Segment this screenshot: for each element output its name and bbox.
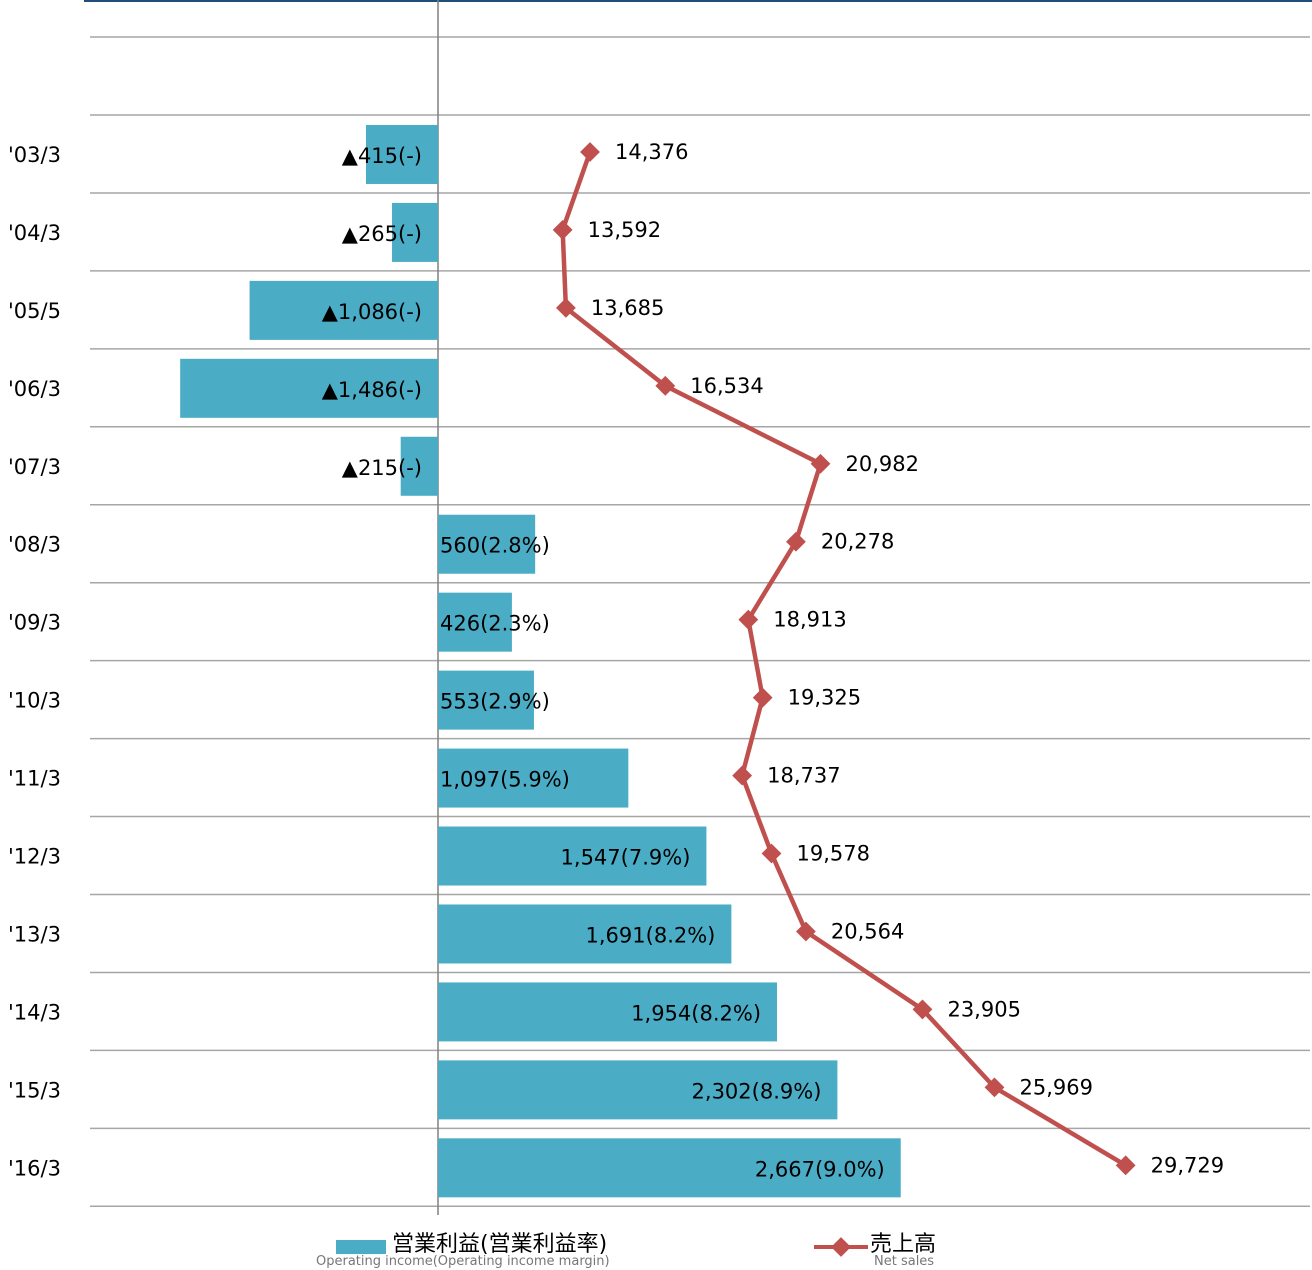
legend-bar-label: 営業利益(営業利益率) [392,1232,608,1257]
bar-data-label: 1,691(8.2%) [586,923,716,947]
net-sales-marker [810,453,831,474]
category-label: '16/3 [8,1156,61,1180]
line-data-label: 16,534 [690,374,763,398]
bar-operating-income [438,748,629,808]
bar-operating-income [249,280,438,340]
net-sales-marker [580,142,600,162]
category-label: '15/3 [8,1078,61,1102]
bar-operating-income [438,982,778,1042]
legend-bar: 営業利益(営業利益率) Operating income(Operating i… [316,1226,610,1270]
line-data-label: 20,982 [845,452,918,476]
bar-data-label: 2,302(8.9%) [692,1079,822,1103]
category-label: '09/3 [8,611,61,635]
bar-data-label: 2,667(9.0%) [755,1157,885,1181]
legend-line-swatch [814,1236,868,1257]
bar-operating-income [180,358,438,418]
bar-data-label: ▲415(-) [342,144,422,168]
net-sales-marker [761,843,782,864]
bar-operating-income [438,670,534,730]
legend-bar-swatch [336,1239,386,1254]
category-label: '06/3 [8,377,61,401]
category-label: '10/3 [8,689,61,713]
net-sales-line [560,151,1127,1168]
line-data-label: 14,376 [615,140,688,164]
bar-data-label: ▲1,486(-) [322,378,422,402]
bar-data-label: ▲1,086(-) [322,300,422,324]
line-data-label: 29,729 [1151,1153,1224,1177]
net-sales-marker [1115,1155,1136,1176]
net-sales-marker [738,609,759,630]
legend-line: 売上高 Net sales [814,1226,936,1270]
bar-data-label: 1,097(5.9%) [440,768,570,792]
bar-operating-income [392,202,438,262]
net-sales-marker [752,687,773,708]
net-sales-marker [984,1077,1005,1098]
bar-data-label: 426(2.3%) [440,612,550,636]
line-data-label: 25,969 [1019,1075,1092,1099]
line-data-label: 13,685 [591,296,664,320]
net-sales-marker [555,297,576,318]
category-label: '11/3 [8,767,61,791]
bar-operating-income [438,1138,901,1198]
net-sales-marker [552,220,573,240]
net-sales-marker [655,375,676,396]
bar-operating-income [400,436,438,496]
category-label: '03/3 [8,143,61,167]
line-data-label: 23,905 [947,997,1020,1021]
chart: ▲415(-) '03/3 ▲265(-) '04/3 ▲1,086(-) '05/5 ▲1… [8,0,1312,1215]
category-label: '13/3 [8,922,61,946]
category-label: '07/3 [8,455,61,479]
bar-data-label: 1,547(7.9%) [561,846,691,870]
legend-bar-sublabel: Operating income(Operating income margin… [316,1254,610,1269]
line-data-label: 20,564 [831,919,904,943]
category-label: '05/5 [8,299,61,323]
bar-operating-income [438,514,536,574]
net-sales-marker [732,765,753,786]
labels: ▲415(-) '03/3 ▲265(-) '04/3 ▲1,086(-) '05/5 ▲1… [8,140,1224,1181]
legend-line-label: 売上高 [870,1232,937,1257]
line-data-label: 13,592 [588,218,661,242]
net-sales-marker [912,999,933,1020]
bar-operating-income [438,1060,838,1120]
bars [180,124,901,1198]
line-data-label: 18,913 [773,608,846,632]
line-data-label: 19,325 [788,686,861,710]
bar-data-label: ▲215(-) [342,456,422,480]
legend-line-sublabel: Net sales [874,1254,935,1269]
category-label: '12/3 [8,845,61,869]
category-label: '14/3 [8,1000,61,1024]
bar-data-label: 1,954(8.2%) [631,1001,761,1025]
bar-operating-income [438,904,732,964]
bar-data-label: ▲265(-) [342,222,422,246]
net-sales-marker [795,921,816,942]
line-series [552,142,1136,1176]
bar-operating-income [365,124,438,184]
bar-operating-income [438,826,707,886]
line-data-label: 19,578 [796,842,869,866]
category-label: '04/3 [8,221,61,245]
net-sales-marker [786,531,806,552]
line-data-label: 18,737 [767,764,840,788]
line-data-label: 20,278 [821,530,894,554]
bar-data-label: 553(2.9%) [440,690,550,714]
bar-data-label: 560(2.8%) [440,534,550,558]
category-label: '08/3 [8,533,61,557]
bar-operating-income [438,592,512,652]
